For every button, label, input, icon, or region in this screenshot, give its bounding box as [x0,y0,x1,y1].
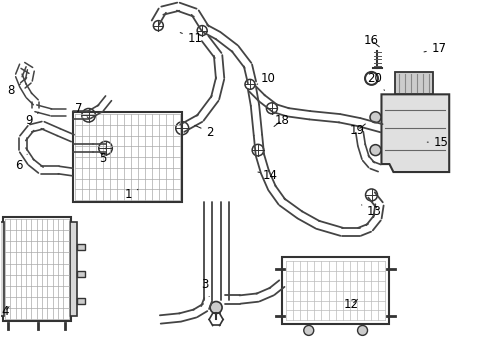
Text: 1: 1 [124,188,138,202]
Text: 4: 4 [1,305,9,318]
Text: 18: 18 [273,114,289,127]
Text: 6: 6 [15,154,27,172]
Text: 3: 3 [201,278,209,297]
Text: 17: 17 [423,42,446,55]
Text: 15: 15 [427,136,448,149]
Circle shape [210,302,222,314]
Bar [77,298,84,303]
Bar [281,257,388,324]
Circle shape [369,145,380,156]
Bar [69,222,77,316]
Text: 7: 7 [75,102,88,118]
Circle shape [369,112,380,123]
Bar [73,112,182,202]
Bar [3,217,71,321]
Circle shape [303,325,313,336]
Text: 12: 12 [344,298,358,311]
Text: 13: 13 [361,205,381,219]
Text: 20: 20 [366,72,384,90]
Polygon shape [381,94,448,172]
Text: 16: 16 [363,34,379,47]
Text: 2: 2 [194,125,213,139]
Text: 14: 14 [258,168,277,181]
Text: 5: 5 [99,148,106,165]
Text: 10: 10 [256,72,275,85]
Bar [77,244,84,250]
Text: 8: 8 [7,84,20,97]
Bar [0,222,4,316]
Text: 11: 11 [180,32,203,45]
Bar [77,271,84,276]
Bar [395,72,432,94]
Text: 9: 9 [25,112,39,127]
Circle shape [357,325,367,336]
Text: 19: 19 [349,124,365,137]
